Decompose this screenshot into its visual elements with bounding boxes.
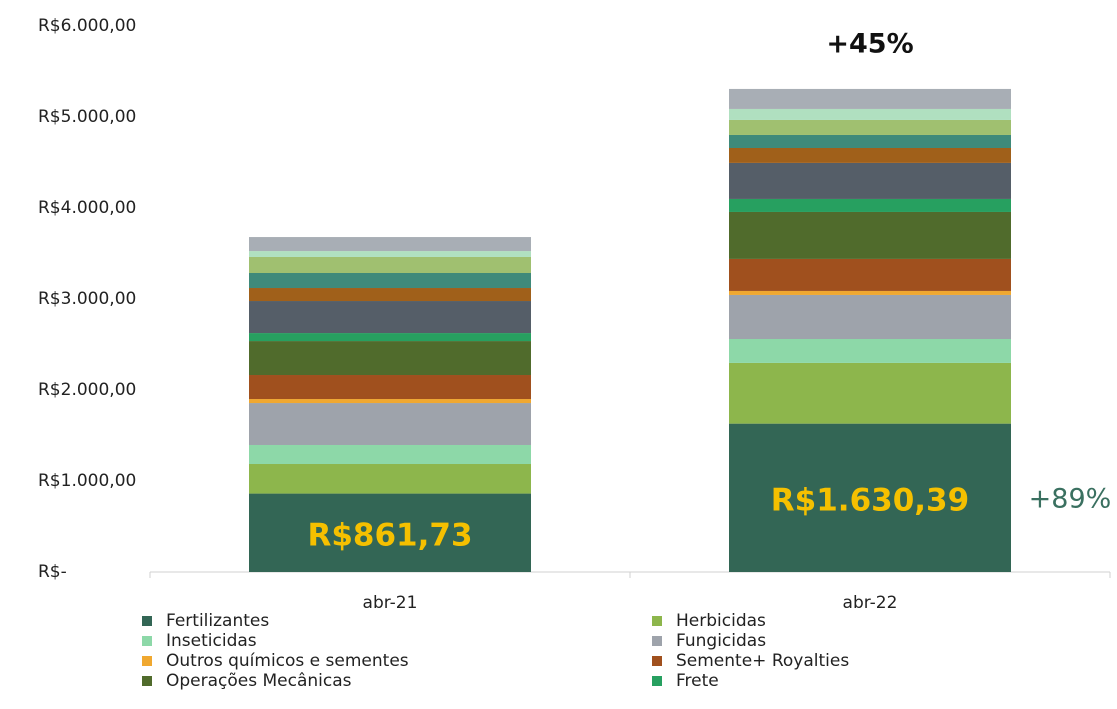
bar-segment [249,341,531,376]
value-label: R$861,73 [307,517,472,553]
legend-label: Operações Mecânicas [166,671,352,691]
legend-swatch [142,676,152,686]
bar-segment [249,237,531,252]
bar-segment [729,423,1011,572]
bar-segment [729,294,1011,340]
legend-label: Outros químicos e sementes [166,651,409,671]
bar-segment [249,464,531,494]
legend-swatch [652,656,662,666]
y-tick-label: R$1.000,00 [38,471,136,491]
bar-segment [729,88,1011,109]
bar-segment [729,162,1011,199]
legend-swatch [142,616,152,626]
bar-segment [729,362,1011,424]
bar-segment [729,211,1011,259]
legend-label: Frete [676,671,719,691]
value-label: R$1.630,39 [771,482,969,518]
x-tick-label: abr-22 [843,593,898,613]
legend-label: Fertilizantes [166,611,269,631]
bar-segment [249,375,531,400]
bar-segment [249,301,531,334]
bar-segment [249,272,531,289]
bar-segment [249,256,531,273]
bar-segment [249,333,531,342]
bar-segment [249,288,531,302]
bar-segment [729,258,1011,291]
legend-label: Fungicidas [676,631,766,651]
bar-segment [729,119,1011,135]
y-tick-label: R$- [38,562,67,582]
legend-swatch [142,656,152,666]
bar-segment [729,134,1011,148]
bar-segment [729,198,1011,212]
bar-segment [729,108,1011,120]
y-tick-label: R$4.000,00 [38,198,136,218]
legend-label: Inseticidas [166,631,257,651]
bar-segment [729,147,1011,163]
bar-segment [249,251,531,257]
legend-swatch [142,636,152,646]
annotation: +89% [1029,484,1112,515]
legend-swatch [652,676,662,686]
y-tick-label: R$3.000,00 [38,289,136,309]
legend-swatch [652,616,662,626]
bar-segment [249,493,531,572]
legend-label: Semente+ Royalties [676,651,849,671]
annotation: +45% [826,29,913,60]
x-tick-label: abr-21 [363,593,418,613]
bar-segment [249,403,531,445]
bar-segment [729,339,1011,363]
legend-label: Herbicidas [676,611,766,631]
y-tick-label: R$5.000,00 [38,107,136,127]
legend-swatch [652,636,662,646]
y-tick-label: R$6.000,00 [38,16,136,36]
bar-segment [249,444,531,465]
bar-segment [729,290,1011,295]
bar-segment [249,399,531,404]
y-tick-label: R$2.000,00 [38,380,136,400]
